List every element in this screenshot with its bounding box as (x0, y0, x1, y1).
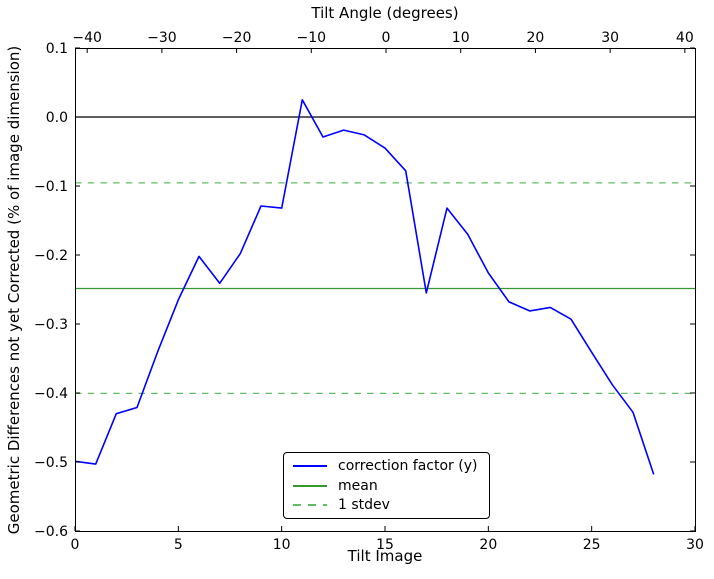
top-axis-title: Tilt Angle (degrees) (311, 4, 459, 22)
correction-factor-line (74, 99, 655, 475)
legend-item-mean: mean (284, 476, 489, 496)
top-tick-label: −10 (297, 30, 327, 46)
top-tick-label: −20 (222, 30, 252, 46)
x-tick-label: 25 (583, 537, 601, 553)
top-tick-label: −30 (147, 30, 177, 46)
top-tick-label: 10 (452, 30, 470, 46)
x-axis-label: Tilt Image (347, 547, 423, 565)
y-tick-label: −0.1 (34, 179, 68, 195)
y-tick-label: 0.0 (46, 110, 68, 126)
x-tick-label: 30 (686, 537, 704, 553)
y-axis-label: Geometric Differences not yet Corrected … (5, 45, 23, 535)
top-tick-label: −40 (72, 30, 102, 46)
y-tick-label: 0.1 (46, 41, 68, 57)
y-tick-label: −0.5 (34, 455, 68, 471)
legend-item-stdev: 1 stdev (284, 495, 489, 515)
y-tick-label: −0.3 (34, 317, 68, 333)
x-tick-label: 10 (273, 537, 291, 553)
y-tick-label: −0.6 (34, 524, 68, 540)
y-tick-label: −0.4 (34, 386, 68, 402)
x-tick-label: 20 (479, 537, 497, 553)
x-tick-label: 15 (376, 537, 394, 553)
legend: correction factor (y) mean 1 stdev (283, 452, 490, 519)
legend-label-correction-factor: correction factor (y) (338, 457, 478, 474)
top-tick-label: 40 (676, 30, 694, 46)
top-tick-label: 30 (601, 30, 619, 46)
top-tick-label: 0 (382, 30, 391, 46)
x-tick-label: 5 (174, 537, 183, 553)
legend-line-sample-solid-blue (293, 464, 327, 467)
y-tick-label: −0.2 (34, 248, 68, 264)
x-tick-label: 0 (71, 537, 80, 553)
legend-item-correction-factor: correction factor (y) (284, 456, 489, 476)
axes-spines (75, 48, 696, 532)
legend-label-mean: mean (338, 477, 378, 494)
top-tick-label: 20 (527, 30, 545, 46)
legend-line-sample-solid-green (293, 484, 327, 487)
legend-label-stdev: 1 stdev (338, 497, 390, 514)
legend-line-sample-dashed-green (293, 504, 327, 507)
